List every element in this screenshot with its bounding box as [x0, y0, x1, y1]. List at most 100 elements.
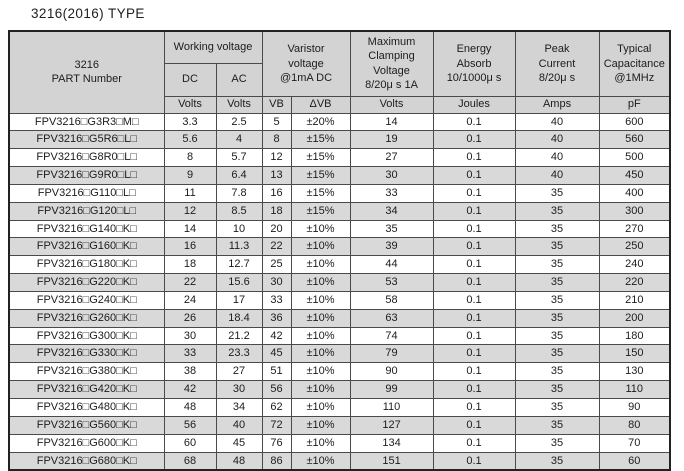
max-clamping-voltage-cell: 44 — [349, 255, 434, 275]
energy-absorb-cell: 0.1 — [432, 183, 516, 203]
dc-working-voltage-cell: 42 — [163, 380, 217, 399]
part-number-cell: FPV3216□G300□K□ — [8, 326, 165, 346]
peak-current-cell: 35 — [514, 433, 600, 453]
dc-working-voltage-cell: 18 — [163, 255, 217, 275]
varistor-voltage-tolerance-cell: ±15% — [290, 148, 351, 168]
spec-table: 3216 PART Number Working voltage Varisto… — [8, 30, 672, 471]
peak-current-cell: 35 — [514, 362, 600, 382]
peak-current-cell: 35 — [514, 398, 600, 417]
part-number-cell: FPV3216□G9R0□L□ — [8, 166, 165, 185]
ac-working-voltage-cell: 15.6 — [215, 273, 263, 292]
varistor-voltage-tolerance-cell: ±15% — [290, 183, 351, 203]
energy-absorb-cell: 0.1 — [432, 415, 516, 435]
dc-working-voltage-cell: 12 — [163, 201, 217, 221]
energy-absorb-cell: 0.1 — [432, 201, 516, 221]
ac-working-voltage-cell: 27 — [215, 362, 263, 382]
varistor-voltage-tolerance-cell: ±10% — [290, 308, 351, 328]
varistor-voltage-vb-cell: 45 — [261, 344, 292, 364]
ac-working-voltage-cell: 2.5 — [215, 112, 263, 132]
typical-capacitance-cell: 600 — [598, 112, 671, 132]
table-row: FPV3216□G160□K□ 16 11.3 22 ±10% 39 0.1 35 250 — [8, 237, 671, 257]
ac-working-voltage-cell: 48 — [215, 451, 263, 471]
col-header-dc: DC — [163, 62, 217, 97]
max-clamping-voltage-cell: 19 — [349, 130, 434, 150]
typical-capacitance-cell: 80 — [598, 415, 671, 435]
table-row: FPV3216□G5R6□L□ 5.6 4 8 ±15% 19 0.1 40 560 — [8, 130, 671, 150]
varistor-voltage-vb-cell: 30 — [261, 273, 292, 292]
max-clamping-voltage-cell: 30 — [349, 166, 434, 185]
peak-current-cell: 35 — [514, 380, 600, 399]
varistor-voltage-vb-cell: 25 — [261, 255, 292, 275]
peak-current-cell: 35 — [514, 344, 600, 364]
typical-capacitance-cell: 110 — [598, 380, 671, 399]
table-header: 3216 PART Number Working voltage Varisto… — [8, 30, 671, 114]
col-header-max-clamping-voltage: Maximum Clamping Voltage 8/20μ s 1A — [349, 30, 434, 97]
typical-capacitance-cell: 270 — [598, 219, 671, 239]
max-clamping-voltage-cell: 99 — [349, 380, 434, 399]
energy-absorb-cell: 0.1 — [432, 255, 516, 275]
energy-absorb-cell: 0.1 — [432, 166, 516, 185]
varistor-voltage-tolerance-cell: ±10% — [290, 451, 351, 471]
dc-working-voltage-cell: 16 — [163, 237, 217, 257]
peak-current-cell: 35 — [514, 451, 600, 471]
typical-capacitance-cell: 250 — [598, 237, 671, 257]
unit-clamping-volts: Volts — [349, 95, 434, 114]
unit-delta-vb: ΔVB — [290, 95, 351, 114]
col-header-ac: AC — [215, 62, 263, 97]
table-row: FPV3216□G380□K□ 38 27 51 ±10% 90 0.1 35 130 — [8, 362, 671, 382]
ac-working-voltage-cell: 34 — [215, 398, 263, 417]
max-clamping-voltage-cell: 110 — [349, 398, 434, 417]
typical-capacitance-cell: 60 — [598, 451, 671, 471]
ac-working-voltage-cell: 17 — [215, 290, 263, 310]
ac-working-voltage-cell: 40 — [215, 415, 263, 435]
varistor-voltage-tolerance-cell: ±10% — [290, 273, 351, 292]
peak-current-cell: 35 — [514, 415, 600, 435]
varistor-voltage-vb-cell: 76 — [261, 433, 292, 453]
peak-current-cell: 35 — [514, 326, 600, 346]
varistor-voltage-vb-cell: 16 — [261, 183, 292, 203]
unit-joules: Joules — [432, 95, 516, 114]
typical-capacitance-cell: 500 — [598, 148, 671, 168]
table-row: FPV3216□G480□K□ 48 34 62 ±10% 110 0.1 35 90 — [8, 398, 671, 417]
varistor-voltage-vb-cell: 36 — [261, 308, 292, 328]
typical-capacitance-cell: 560 — [598, 130, 671, 150]
varistor-voltage-tolerance-cell: ±10% — [290, 290, 351, 310]
peak-current-cell: 40 — [514, 148, 600, 168]
part-number-cell: FPV3216□G8R0□L□ — [8, 148, 165, 168]
dc-working-voltage-cell: 30 — [163, 326, 217, 346]
energy-absorb-cell: 0.1 — [432, 380, 516, 399]
varistor-voltage-tolerance-cell: ±10% — [290, 362, 351, 382]
typical-capacitance-cell: 240 — [598, 255, 671, 275]
max-clamping-voltage-cell: 53 — [349, 273, 434, 292]
typical-capacitance-cell: 180 — [598, 326, 671, 346]
typical-capacitance-cell: 70 — [598, 433, 671, 453]
varistor-voltage-tolerance-cell: ±10% — [290, 219, 351, 239]
varistor-voltage-vb-cell: 13 — [261, 166, 292, 185]
ac-working-voltage-cell: 18.4 — [215, 308, 263, 328]
energy-absorb-cell: 0.1 — [432, 326, 516, 346]
max-clamping-voltage-cell: 134 — [349, 433, 434, 453]
max-clamping-voltage-cell: 151 — [349, 451, 434, 471]
typical-capacitance-cell: 400 — [598, 183, 671, 203]
part-number-cell: FPV3216□G5R6□L□ — [8, 130, 165, 150]
peak-current-cell: 40 — [514, 130, 600, 150]
varistor-voltage-vb-cell: 22 — [261, 237, 292, 257]
table-row: FPV3216□G300□K□ 30 21.2 42 ±10% 74 0.1 35 180 — [8, 326, 671, 346]
typical-capacitance-cell: 210 — [598, 290, 671, 310]
varistor-voltage-vb-cell: 51 — [261, 362, 292, 382]
max-clamping-voltage-cell: 90 — [349, 362, 434, 382]
part-number-cell: FPV3216□G180□K□ — [8, 255, 165, 275]
varistor-voltage-tolerance-cell: ±10% — [290, 237, 351, 257]
dc-working-voltage-cell: 9 — [163, 166, 217, 185]
max-clamping-voltage-cell: 33 — [349, 183, 434, 203]
ac-working-voltage-cell: 30 — [215, 380, 263, 399]
part-number-cell: FPV3216□G680□K□ — [8, 451, 165, 471]
varistor-voltage-vb-cell: 33 — [261, 290, 292, 310]
energy-absorb-cell: 0.1 — [432, 219, 516, 239]
varistor-voltage-tolerance-cell: ±10% — [290, 344, 351, 364]
part-number-cell: FPV3216□G330□K□ — [8, 344, 165, 364]
table-row: FPV3216□G3R3□M□ 3.3 2.5 5 ±20% 14 0.1 40 600 — [8, 112, 671, 132]
peak-current-cell: 35 — [514, 255, 600, 275]
table-row: FPV3216□G120□L□ 12 8.5 18 ±15% 34 0.1 35 300 — [8, 201, 671, 221]
ac-working-voltage-cell: 7.8 — [215, 183, 263, 203]
